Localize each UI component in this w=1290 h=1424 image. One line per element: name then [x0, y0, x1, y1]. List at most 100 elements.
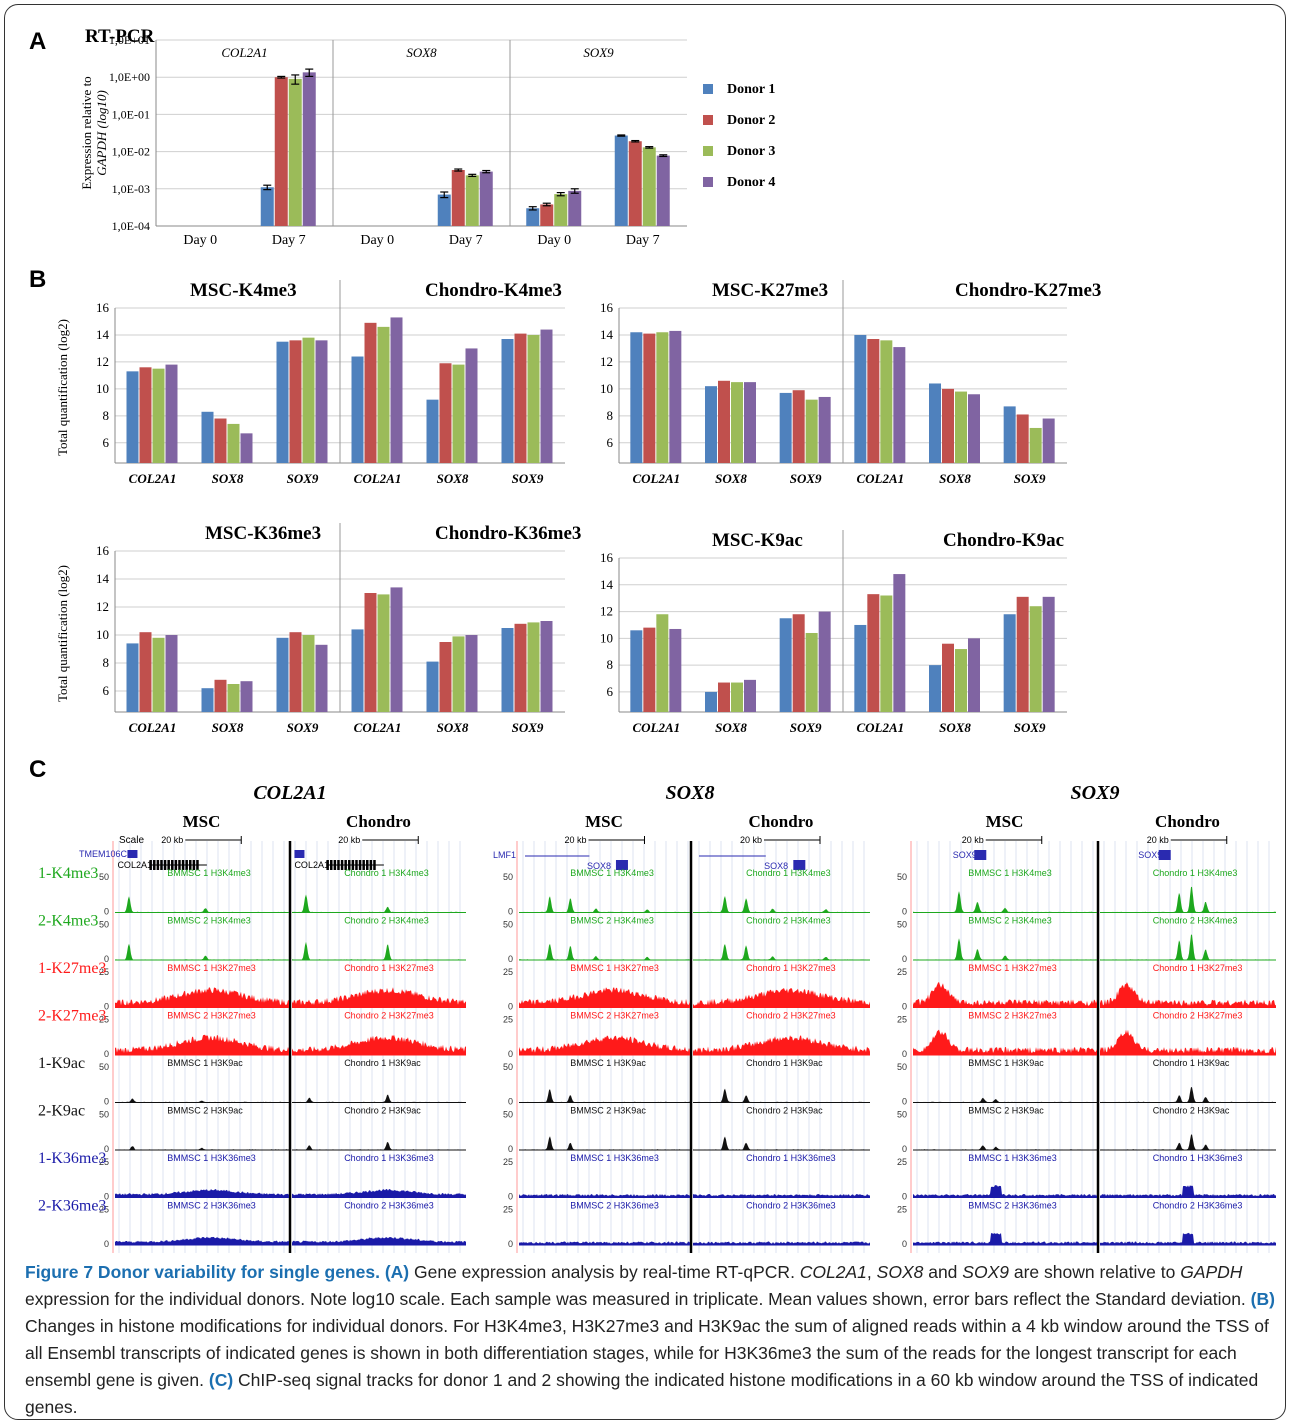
y-tick-label: 8	[607, 657, 614, 672]
y-tick-label: 14	[96, 571, 110, 586]
bar	[514, 333, 527, 463]
track-ymax: 50	[99, 920, 109, 930]
caption-text: and	[923, 1262, 963, 1282]
track-name: Chondro 1 H3K9ac	[1153, 1058, 1230, 1068]
column-label: Chondro	[749, 812, 814, 831]
signal-track	[292, 1094, 466, 1103]
bar	[439, 363, 452, 463]
signal-track	[1100, 1232, 1276, 1245]
signal-track	[115, 1034, 289, 1055]
x-category-label: Day 7	[626, 233, 660, 248]
signal-track	[913, 1029, 1097, 1055]
bar	[439, 642, 452, 712]
caption-panel-label: (A)	[384, 1262, 410, 1282]
column-label: Chondro	[346, 812, 411, 831]
gene-title: SOX9	[1071, 782, 1120, 804]
column-label: MSC	[585, 812, 623, 831]
gene-exon	[294, 850, 305, 858]
track-ymax: 50	[897, 920, 907, 930]
panel-label-a: A	[29, 28, 46, 55]
track-ymax: 25	[503, 967, 513, 977]
x-category-label: COL2A1	[354, 471, 402, 486]
y-tick-label: 8	[103, 408, 110, 423]
y-tick-label: 1,0E+00	[109, 70, 150, 84]
track-name: BMMSC 2 H3K9ac	[968, 1106, 1044, 1116]
bar	[792, 390, 805, 463]
signal-track	[292, 987, 466, 1008]
bar	[139, 632, 152, 712]
bar	[1016, 414, 1029, 463]
caption-panel-label: (C)	[208, 1370, 234, 1390]
scale-label: Scale	[119, 835, 144, 846]
bar	[139, 367, 152, 463]
track-name: Chondro 1 H3K36me3	[746, 1153, 836, 1163]
bar	[540, 329, 553, 463]
track-ymax: 25	[503, 1157, 513, 1167]
bar	[274, 77, 288, 226]
caption-text: ,	[866, 1262, 877, 1282]
caption-gene-name: SOX9	[962, 1262, 1009, 1282]
x-category-label: SOX9	[1014, 471, 1046, 486]
bar	[214, 418, 227, 463]
track-ymin: 0	[902, 1144, 907, 1154]
caption-text: ChIP-seq signal tracks for donor 1 and 2…	[25, 1370, 1259, 1417]
track-ymax: 50	[99, 1110, 109, 1120]
track-name: BMMSC 2 H3K27me3	[968, 1011, 1057, 1021]
group-label: COL2A1	[221, 45, 267, 60]
gene-exon	[974, 850, 987, 860]
bar	[1016, 596, 1029, 712]
panel-a-title: RT-PCR	[85, 26, 155, 47]
bar	[351, 629, 364, 712]
ylabel-line-2: GAPDH (log10)	[94, 90, 109, 176]
bar	[880, 340, 893, 463]
bar	[351, 356, 364, 463]
panel-b-chart-1: 6 8 10 12 14 16 MSC-K4me3 Chondro-K4me3 COL2A1 SO…	[55, 280, 565, 486]
y-tick-label: 12	[96, 354, 109, 369]
bar	[731, 682, 743, 712]
y-tick-label: 1,0E+01	[109, 33, 150, 47]
bar	[390, 587, 403, 712]
bar	[214, 679, 227, 712]
bar	[452, 364, 465, 463]
signal-track	[519, 1241, 690, 1245]
y-tick-label: 12	[600, 354, 613, 369]
signal-track	[292, 941, 466, 960]
track-name: Chondro 1 H3K4me3	[746, 868, 831, 878]
signal-track	[913, 1097, 1097, 1103]
caption-body: (A) Gene expression analysis by real-tim…	[25, 1262, 1275, 1417]
y-tick-label: 8	[607, 408, 614, 423]
track-ymax: 25	[897, 1015, 907, 1025]
signal-track	[913, 938, 1097, 960]
column-label: MSC	[183, 812, 221, 831]
bar	[929, 665, 941, 712]
bar	[165, 364, 178, 463]
track-name: Chondro 1 H3K36me3	[1153, 1153, 1243, 1163]
bar	[276, 341, 289, 463]
group-label: SOX9	[583, 45, 614, 60]
bar	[554, 194, 568, 226]
caption-gene-name: SOX8	[876, 1262, 924, 1282]
track-name: Chondro 2 H3K36me3	[1153, 1201, 1243, 1211]
track-ymin: 0	[104, 954, 109, 964]
figure-charts: A B C RT-PCR Expression relative toGAPDH (lo…	[29, 26, 1276, 1253]
bar	[126, 643, 139, 712]
y-tick-label: 6	[103, 683, 110, 698]
signal-track	[913, 982, 1097, 1008]
track-ymin: 0	[902, 1002, 907, 1012]
signal-track	[292, 1189, 466, 1198]
column-label: MSC	[986, 812, 1024, 831]
figure-frame: A B C RT-PCR Expression relative toGAPDH (lo…	[4, 4, 1286, 1420]
bar	[718, 682, 730, 712]
scale-kb-label: 20 kb	[161, 835, 183, 845]
y-tick-label: 6	[607, 684, 614, 699]
y-tick-label: 14	[600, 577, 614, 592]
legend-entry: Donor 3	[727, 144, 775, 159]
signal-track	[292, 894, 466, 913]
bar	[426, 399, 439, 463]
y-tick-label: 12	[96, 599, 109, 614]
gene-panel-sox9: SOX9 MSC Chondro 20 kb SOX9 20 kb SOX9 50 0 BMMSC…	[897, 782, 1276, 1253]
bar	[669, 628, 682, 712]
scale-kb-label: 20 kb	[962, 835, 984, 845]
bar	[540, 621, 553, 712]
